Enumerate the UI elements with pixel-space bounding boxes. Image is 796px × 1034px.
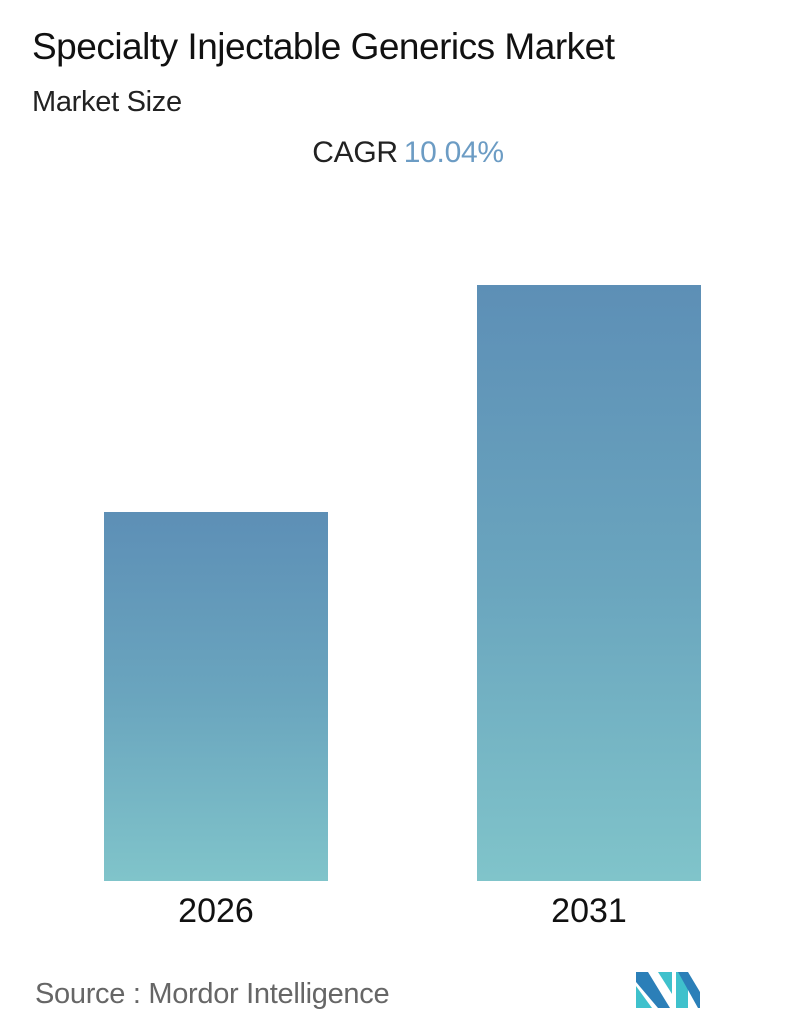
bar-2026 [104,512,328,881]
bar-2031 [477,285,701,881]
x-label-2026: 2026 [178,892,254,930]
cagr-label: CAGR [312,136,398,169]
x-label-2031: 2031 [551,892,627,930]
source-text: Source : Mordor Intelligence [35,978,390,1010]
chart-subtitle: Market Size [32,86,182,118]
chart-title: Specialty Injectable Generics Market [32,26,615,67]
cagr-value: 10.04% [403,136,504,169]
cagr-annotation: CAGR 10.04% [0,136,796,170]
mordor-intelligence-logo-icon [636,972,700,1008]
